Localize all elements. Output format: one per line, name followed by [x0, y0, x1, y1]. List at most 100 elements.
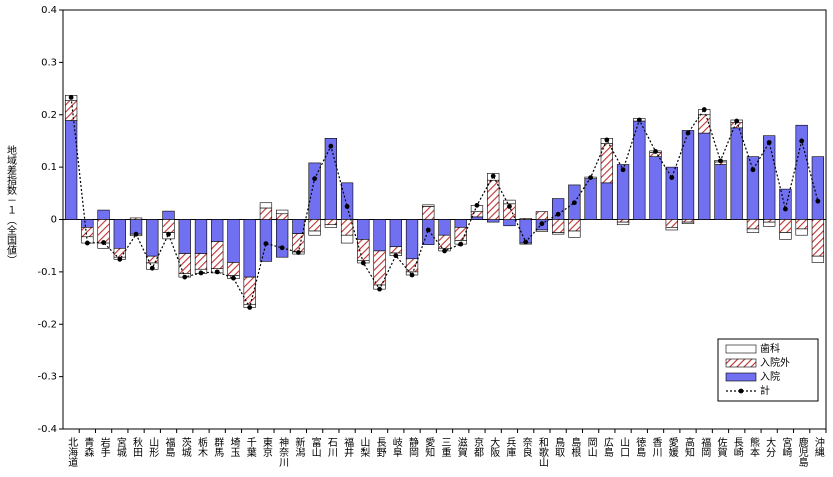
bar-segment	[616, 221, 630, 226]
total-point	[539, 221, 545, 227]
x-tick-label: 長野	[374, 437, 386, 457]
bar-segment	[746, 156, 760, 220]
x-tick-label: 滋賀	[455, 436, 467, 458]
bar-segment	[535, 211, 549, 220]
bar-segment	[308, 230, 321, 236]
bar-segment	[649, 156, 662, 220]
bar-segment	[405, 219, 419, 260]
bar-segment	[714, 164, 727, 220]
total-point	[799, 138, 805, 144]
bar-segment	[422, 204, 435, 207]
bar-segment	[227, 262, 240, 276]
x-tick-label: 島根	[569, 436, 581, 458]
bar-segment	[763, 135, 776, 220]
bar-segment	[422, 206, 435, 220]
x-tick-label: 埼玉	[228, 436, 240, 457]
y-tick-label: -0.1	[37, 267, 57, 278]
total-point	[523, 239, 529, 245]
bar-segment	[454, 219, 467, 228]
x-tick-label: 岩手	[98, 436, 110, 458]
x-tick-label: 静岡	[407, 436, 419, 458]
total-point	[458, 241, 464, 247]
x-tick-label: 広島	[601, 436, 613, 458]
total-point	[442, 248, 447, 254]
bar-segment	[373, 250, 386, 286]
total-point	[393, 253, 399, 259]
bar-segment	[568, 219, 581, 232]
total-point	[263, 241, 269, 246]
bar-segment	[698, 132, 711, 220]
x-tick-label: 新潟	[293, 436, 305, 458]
y-tick-label: 0.1	[41, 162, 57, 173]
legend-swatch	[725, 344, 757, 354]
bar-segment	[97, 219, 110, 244]
total-point	[231, 275, 236, 281]
total-point	[750, 167, 756, 173]
bar-segment	[616, 164, 630, 220]
bar-segment	[633, 120, 646, 220]
x-tick-label: 京都	[471, 436, 483, 458]
bar-segment	[389, 246, 402, 254]
x-tick-label: 鹿児島	[796, 436, 808, 468]
total-point	[328, 143, 334, 149]
total-point	[295, 250, 301, 255]
bar-segment	[665, 219, 678, 228]
x-tick-label: 茨城	[179, 436, 191, 458]
total-point	[198, 270, 204, 276]
bar-segment	[454, 227, 467, 241]
total-point	[685, 130, 691, 136]
total-point	[344, 204, 350, 209]
bar-segment	[681, 130, 695, 220]
bar-segment	[795, 219, 808, 230]
bar-segment	[616, 219, 630, 223]
bar-segment	[324, 224, 338, 228]
x-tick-label: 山梨	[358, 437, 370, 458]
x-tick-label: 山形	[147, 437, 159, 458]
bar-segment	[178, 219, 191, 254]
total-point	[149, 265, 155, 271]
bar-segment	[795, 228, 808, 236]
bar-segment	[779, 188, 792, 220]
total-point	[425, 227, 431, 233]
y-tick-label: 0.2	[41, 110, 57, 121]
bar-segment	[276, 219, 289, 258]
bar-segment	[162, 210, 175, 220]
bar-segment	[811, 255, 825, 263]
total-point	[815, 198, 821, 204]
x-tick-label: 群馬	[212, 436, 224, 458]
total-point	[555, 211, 561, 217]
x-tick-label: 徳島	[634, 436, 646, 458]
bar-segment	[519, 218, 532, 220]
bar-segment	[373, 219, 386, 252]
bar-segment	[698, 114, 711, 134]
total-point	[474, 202, 480, 208]
bar-segment	[568, 230, 581, 238]
x-tick-label: 山口	[618, 437, 629, 457]
x-tick-label: 宮崎	[780, 436, 792, 457]
bar-segment	[681, 219, 695, 223]
total-point	[507, 204, 512, 209]
x-tick-label: 福井	[342, 436, 354, 458]
y-tick-label: -0.2	[37, 319, 57, 330]
bar-segment	[324, 138, 338, 220]
bar-segment	[763, 219, 776, 223]
bar-segment	[340, 182, 354, 220]
x-tick-label: 奈良	[520, 436, 532, 458]
bar-segment	[681, 221, 695, 224]
bar-segment	[194, 253, 208, 270]
total-point	[279, 245, 285, 251]
total-point	[133, 231, 139, 237]
bar-segment	[276, 213, 289, 220]
bar-segment	[763, 221, 776, 227]
total-point	[669, 175, 675, 181]
y-tick-label: -0.3	[37, 372, 57, 383]
x-tick-label: 愛知	[423, 436, 435, 457]
x-tick-label: 和歌山	[536, 437, 548, 467]
y-tick-label: 0.4	[41, 5, 57, 16]
total-point	[68, 95, 74, 100]
bar-segment	[340, 219, 354, 236]
total-point	[653, 149, 658, 154]
bar-segment	[340, 234, 354, 244]
bar-segment	[357, 219, 370, 240]
bar-segment	[503, 219, 516, 227]
